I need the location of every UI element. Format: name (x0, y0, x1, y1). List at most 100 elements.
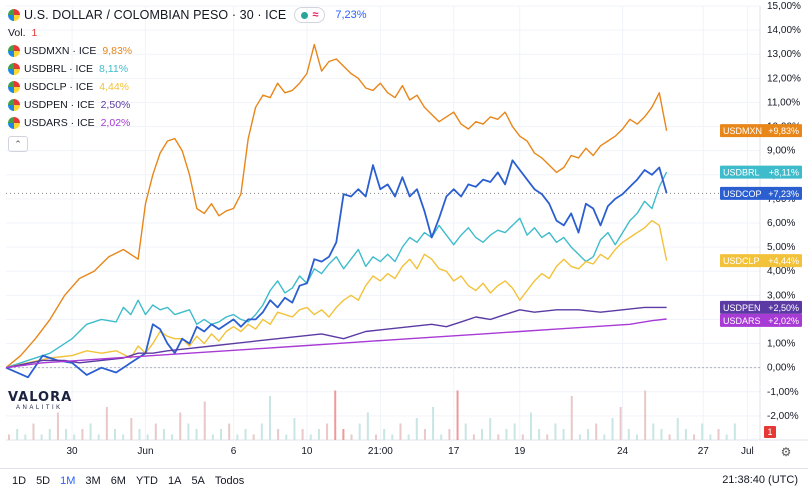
legend-item[interactable]: USDARS · ICE 2,02% (8, 114, 367, 132)
x-tick-label: 19 (514, 446, 526, 457)
volume-bar (268, 396, 271, 440)
range-button-ytd[interactable]: YTD (135, 475, 158, 487)
y-tick-label: 3,00% (767, 290, 795, 301)
utc-clock[interactable]: 21:38:40 (UTC) (722, 474, 798, 486)
range-button-1d[interactable]: 1D (12, 475, 27, 487)
series-line-usdbrl (5, 171, 668, 369)
price-label-box (720, 186, 802, 200)
volume-bar (48, 429, 51, 440)
volume-bar (383, 429, 386, 440)
volume-bar (171, 434, 174, 440)
volume-bar (56, 412, 59, 440)
range-button-5a[interactable]: 5A (191, 475, 205, 487)
collapse-legend-button[interactable]: ⌃ (8, 136, 28, 152)
y-tick-label: 11,00% (767, 97, 800, 108)
x-tick-label: 30 (66, 446, 78, 457)
volume-bar (195, 429, 198, 440)
volume-bar (407, 434, 410, 440)
range-button-1m[interactable]: 1M (60, 475, 76, 487)
volume-bar (676, 418, 679, 440)
volume-bar (179, 412, 182, 440)
y-tick-label: 0,00% (767, 363, 795, 374)
volume-bar (334, 390, 337, 440)
y-tick-label: 14,00% (767, 25, 801, 36)
legend-value: 4,44% (99, 81, 130, 93)
flag-icon (8, 117, 20, 129)
volume-bar (644, 390, 647, 440)
flag-icon (8, 9, 20, 21)
legend-value: 2,50% (100, 99, 131, 111)
range-button-todos[interactable]: Todos (214, 475, 245, 487)
volume-bar (432, 407, 435, 440)
y-tick-label: 9,00% (767, 146, 795, 157)
range-button-6m[interactable]: 6M (110, 475, 126, 487)
x-tick-label: 27 (698, 446, 710, 457)
logo: VALORA ANALITIK (8, 390, 72, 411)
volume-bar (24, 434, 27, 440)
series-line-usdmxn (5, 43, 668, 369)
volume-bar (114, 429, 117, 440)
volume-bar (481, 429, 484, 440)
volume-bar (260, 423, 263, 440)
series-line-usdcop (5, 159, 668, 379)
range-button-5d[interactable]: 5D (36, 475, 51, 487)
chart-title: U.S. DOLLAR / COLOMBIAN PESO · 30 · ICE (24, 8, 287, 22)
legend-symbol: USDMXN · ICE (24, 45, 97, 57)
volume-bar (652, 423, 655, 440)
range-button-3m[interactable]: 3M (85, 475, 101, 487)
volume-bar (538, 429, 541, 440)
volume-bar (546, 434, 549, 440)
volume-bar (578, 434, 581, 440)
series-value-label: +9,83% (768, 126, 799, 136)
volume-bar (236, 434, 239, 440)
volume-bar (554, 423, 557, 440)
series-value-label: +8,11% (769, 168, 799, 178)
flag-icon (8, 81, 20, 93)
range-button-1a[interactable]: 1A (167, 475, 182, 487)
gear-icon[interactable]: ⚙ (781, 445, 792, 459)
status-badge[interactable]: ≈ (294, 7, 326, 23)
legend-symbol: USDBRL · ICE (24, 63, 94, 75)
volume-bar (717, 429, 720, 440)
series-line-usdars (5, 318, 667, 369)
volume-bar (228, 423, 231, 440)
volume-bar (40, 434, 43, 440)
volume-bar (513, 423, 516, 440)
volume-bar (309, 434, 312, 440)
time-range-bar: 1D 5D 1M 3M 6M YTD 1A 5A Todos 21:38:40 (UTC) (0, 468, 808, 493)
x-tick-label: 10 (301, 446, 313, 457)
volume-bar (440, 434, 443, 440)
legend-item[interactable]: USDBRL · ICE 8,11% (8, 60, 367, 78)
series-label: USDARS (723, 316, 761, 326)
series-label: USDCOP (723, 189, 762, 199)
y-tick-label: 6,00% (767, 218, 795, 229)
legend-item[interactable]: USDMXN · ICE 9,83% (8, 42, 367, 60)
volume-bar (627, 429, 630, 440)
volume-bar (277, 429, 280, 440)
volume-bar (635, 434, 638, 440)
logo-name: VALORA (8, 390, 73, 405)
volume-bar (505, 429, 508, 440)
price-label-box (720, 313, 802, 327)
legend-item[interactable]: USDCLP · ICE 4,44% (8, 78, 367, 96)
volume-bar (146, 434, 149, 440)
volume-bar (456, 390, 459, 440)
volume-bar (97, 434, 100, 440)
volume-bar (391, 434, 394, 440)
y-tick-label: 13,00% (767, 49, 801, 60)
y-tick-label: 1,00% (767, 339, 795, 350)
volume-bar (81, 429, 84, 440)
y-tick-label: 12,00% (767, 73, 801, 84)
volume-bar (570, 396, 573, 440)
y-tick-label: -1,00% (767, 387, 799, 398)
x-tick-label: 21:00 (368, 446, 393, 457)
legend-item[interactable]: USDPEN · ICE 2,50% (8, 96, 367, 114)
volume-bar (211, 434, 214, 440)
flag-icon (8, 45, 20, 57)
vol-label: Vol. (8, 27, 26, 39)
volume-bar (8, 434, 10, 440)
y-tick-label: 5,00% (767, 242, 795, 253)
volume-bar (399, 423, 402, 440)
volume-bar (668, 434, 671, 440)
